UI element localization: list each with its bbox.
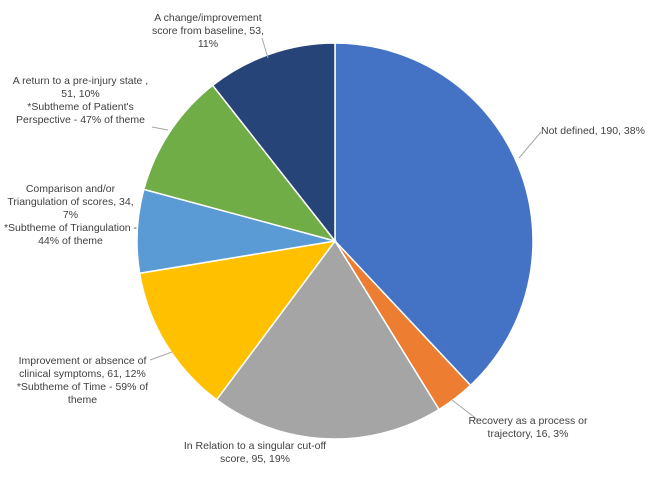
- pie-slice: [138, 239, 337, 401]
- label-text: A change/improvement score from baseline…: [151, 12, 265, 50]
- label-note: *Subtheme of Triangulation - 44% of them…: [3, 222, 138, 247]
- data-label: Recovery as a process or trajectory, 16,…: [463, 415, 593, 441]
- data-label: A return to a pre-injury state , 51, 10%…: [8, 75, 153, 127]
- label-text: A return to a pre-injury state , 51, 10%: [12, 75, 149, 100]
- label-text: In Relation to a singular cut-off score,…: [183, 440, 327, 465]
- label-note: *Subtheme of Time - 59% of theme: [16, 381, 149, 406]
- label-text: Recovery as a process or trajectory, 16,…: [468, 415, 588, 440]
- pie-slice: [334, 42, 534, 387]
- leader-line: [149, 351, 173, 361]
- pie-slice: [142, 84, 337, 243]
- leader-line: [151, 126, 169, 131]
- pie-slice: [215, 239, 441, 440]
- pie-slice: [211, 42, 336, 244]
- leader-line: [451, 399, 479, 421]
- data-label: Not defined, 190, 38%: [541, 125, 666, 138]
- data-label: Improvement or absence of clinical sympt…: [10, 355, 155, 407]
- data-label: In Relation to a singular cut-off score,…: [175, 440, 335, 466]
- label-text: Comparison and/or Triangulation of score…: [7, 183, 134, 221]
- label-text: Improvement or absence of clinical sympt…: [18, 355, 147, 380]
- leader-line: [518, 131, 542, 159]
- leader-line: [261, 37, 269, 59]
- label-note: *Subtheme of Patient's Perspective - 47%…: [16, 101, 145, 126]
- label-text: Not defined, 190, 38%: [541, 125, 645, 137]
- data-label: Comparison and/or Triangulation of score…: [3, 183, 138, 248]
- data-label: A change/improvement score from baseline…: [148, 12, 268, 51]
